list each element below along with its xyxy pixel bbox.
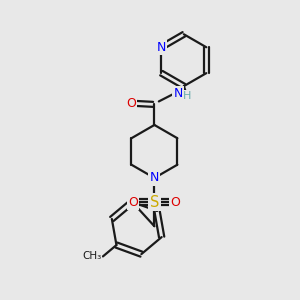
Text: CH₃: CH₃: [82, 251, 101, 261]
Text: O: O: [126, 97, 136, 110]
Text: N: N: [157, 41, 166, 54]
Text: O: O: [128, 196, 138, 208]
Text: N: N: [173, 87, 183, 100]
Text: O: O: [171, 196, 181, 208]
Text: H: H: [183, 91, 192, 101]
Text: N: N: [150, 172, 159, 184]
Text: S: S: [150, 195, 159, 210]
